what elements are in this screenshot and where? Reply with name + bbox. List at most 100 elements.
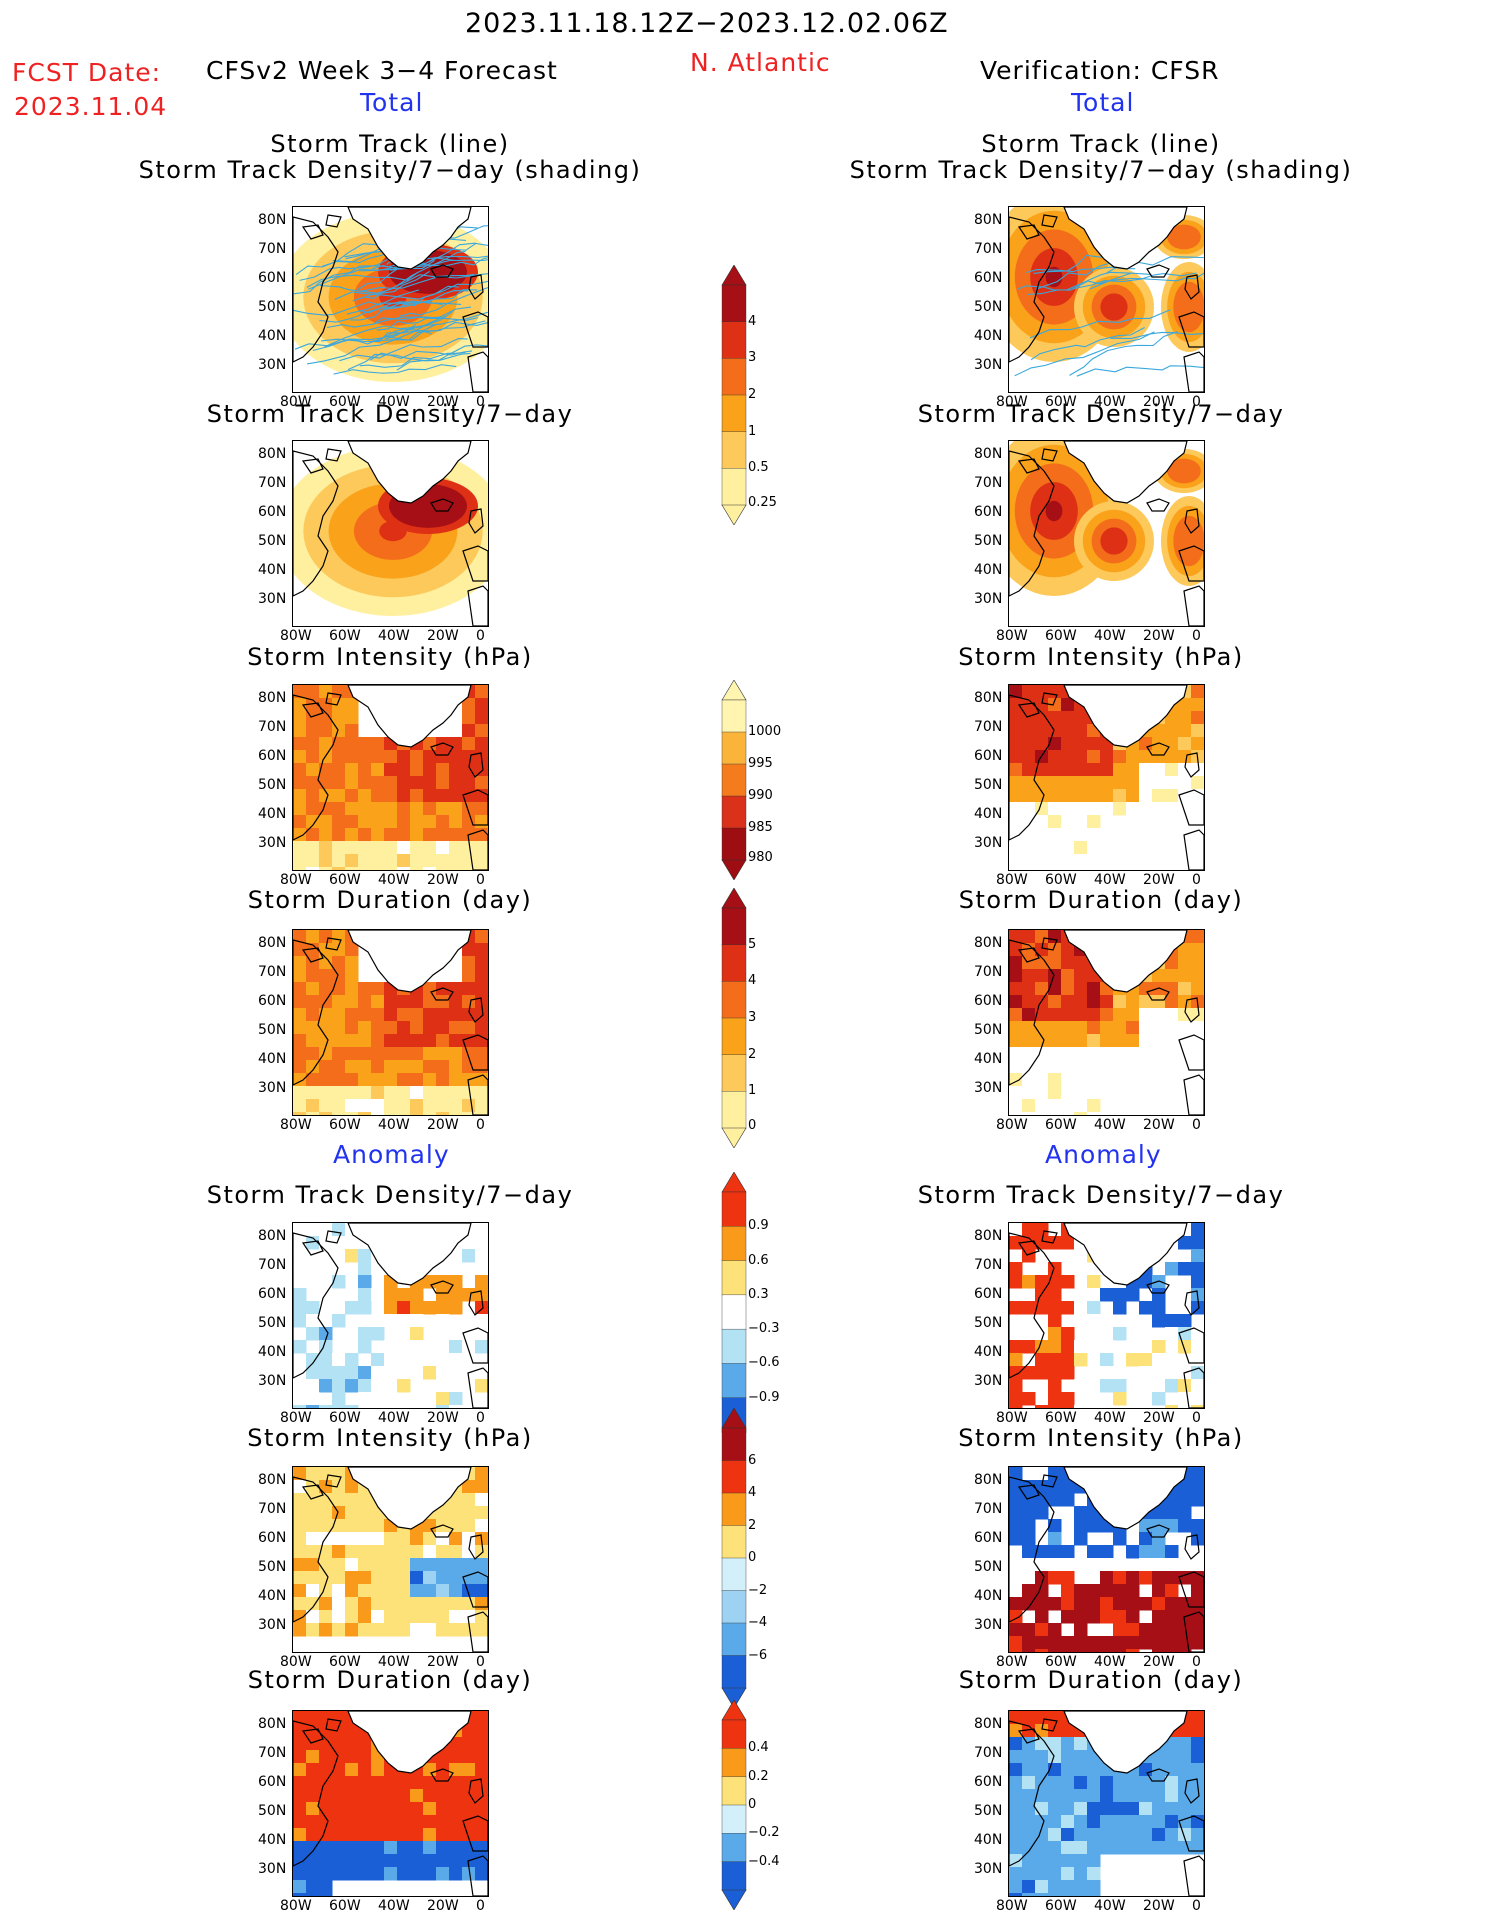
lon-tick-label: 20W [1143,394,1175,410]
main-title: 2023.11.18.12Z−2023.12.02.06Z [465,8,949,39]
map-density-verification [1008,440,1205,627]
lat-tick-label: 30N [974,835,1003,851]
colorbar-label: −4 [748,1615,768,1630]
lat-tick-label: 70N [974,964,1003,980]
colorbar-density-anom [721,1172,747,1452]
map-duration-anom-forecast [292,1710,489,1897]
lat-tick-label: 30N [258,1617,287,1633]
lat-tick-label: 70N [258,719,287,735]
lon-tick-label: 20W [1143,1654,1175,1670]
lat-tick-label: 30N [974,1373,1003,1389]
lon-tick-label: 0 [1192,1410,1201,1426]
lon-tick-label: 40W [1094,394,1126,410]
lat-tick-label: 30N [974,1080,1003,1096]
lat-tick-label: 40N [974,562,1003,578]
lon-tick-label: 40W [378,1117,410,1133]
lat-tick-label: 40N [974,1051,1003,1067]
colorbar-label: 4 [748,973,757,989]
map-track-forecast [292,206,489,393]
total-label-right: Total [1071,88,1135,117]
lat-tick-label: 60N [258,1530,287,1546]
colorbar-label: 0.25 [748,495,777,510]
lon-tick-label: 80W [996,628,1028,644]
lon-tick-label: 60W [329,628,361,644]
colorbar-label: 995 [748,756,773,771]
lon-tick-label: 0 [476,872,485,888]
lat-tick-label: 80N [258,1716,287,1732]
lat-tick-label: 70N [974,1257,1003,1273]
lat-tick-label: 80N [258,1228,287,1244]
lon-tick-label: 20W [1143,628,1175,644]
lon-tick-label: 40W [378,394,410,410]
map-track-verification [1008,206,1205,393]
lat-tick-label: 30N [258,835,287,851]
map-intensity-forecast [292,684,489,871]
colorbar-label: 0.3 [748,1286,769,1302]
colorbar-label: 0 [748,1118,757,1133]
colorbar-label: 0.9 [748,1218,769,1234]
title-duration-left: Storm Duration (day) [247,886,533,914]
lat-tick-label: 60N [258,1286,287,1302]
lat-tick-label: 50N [974,1315,1003,1331]
lat-tick-label: 40N [974,1344,1003,1360]
lon-tick-label: 20W [1143,1117,1175,1133]
colorbar-label: 3 [748,1010,757,1025]
colorbar-label: 0 [748,1550,757,1565]
total-label-left: Total [360,88,424,117]
lon-tick-label: 60W [1045,872,1077,888]
lat-tick-label: 60N [974,748,1003,764]
title-intensity-right: Storm Intensity (hPa) [958,643,1244,671]
lat-tick-label: 30N [258,1373,287,1389]
lat-tick-label: 70N [258,1257,287,1273]
lat-tick-label: 50N [258,1022,287,1038]
lat-tick-label: 60N [258,748,287,764]
title-density-anom-left: Storm Track Density/7−day [206,1181,574,1209]
lat-tick-label: 40N [258,1051,287,1067]
title-track-left: Storm Track (line) Storm Track Density/7… [138,130,642,184]
lat-tick-label: 80N [974,1716,1003,1732]
title-density-right: Storm Track Density/7−day [917,400,1285,428]
anomaly-label-left: Anomaly [333,1140,450,1169]
lon-tick-label: 80W [280,1898,312,1914]
lat-tick-label: 60N [258,993,287,1009]
lon-tick-label: 60W [1045,1117,1077,1133]
map-duration-verification [1008,929,1205,1116]
map-density-forecast [292,440,489,627]
lon-tick-label: 0 [476,628,485,644]
lat-tick-label: 80N [258,212,287,228]
colorbar-label: 1 [748,1083,757,1099]
map-duration-forecast [292,929,489,1116]
fcst-date-value: 2023.11.04 [14,92,168,121]
lat-tick-label: 60N [258,1774,287,1790]
lat-tick-label: 40N [258,562,287,578]
colorbar-intensity-total [721,680,747,880]
lat-tick-label: 40N [258,328,287,344]
lon-tick-label: 40W [1094,872,1126,888]
map-intensity-anom-forecast [292,1466,489,1653]
lat-tick-label: 30N [974,1617,1003,1633]
lat-tick-label: 80N [974,446,1003,462]
colorbar-label: 990 [748,788,773,803]
lat-tick-label: 70N [258,1745,287,1761]
lon-tick-label: 60W [1045,1898,1077,1914]
lon-tick-label: 20W [427,1117,459,1133]
lat-tick-label: 40N [974,806,1003,822]
lat-tick-label: 50N [258,1803,287,1819]
colorbar-label: 985 [748,820,773,835]
colorbar-label: 0.6 [748,1252,769,1268]
lon-tick-label: 20W [427,1410,459,1426]
lon-tick-label: 60W [329,872,361,888]
lat-tick-label: 50N [974,1559,1003,1575]
lat-tick-label: 50N [258,533,287,549]
lat-tick-label: 70N [258,475,287,491]
lat-tick-label: 80N [974,1472,1003,1488]
map-density-anom-verification [1008,1222,1205,1409]
lat-tick-label: 50N [974,777,1003,793]
lat-tick-label: 30N [974,1861,1003,1877]
lon-tick-label: 80W [996,872,1028,888]
colorbar-label: 3 [748,350,757,366]
lon-tick-label: 60W [329,1117,361,1133]
lat-tick-label: 50N [974,299,1003,315]
model-title: CFSv2 Week 3−4 Forecast [206,56,558,85]
lat-tick-label: 80N [258,446,287,462]
